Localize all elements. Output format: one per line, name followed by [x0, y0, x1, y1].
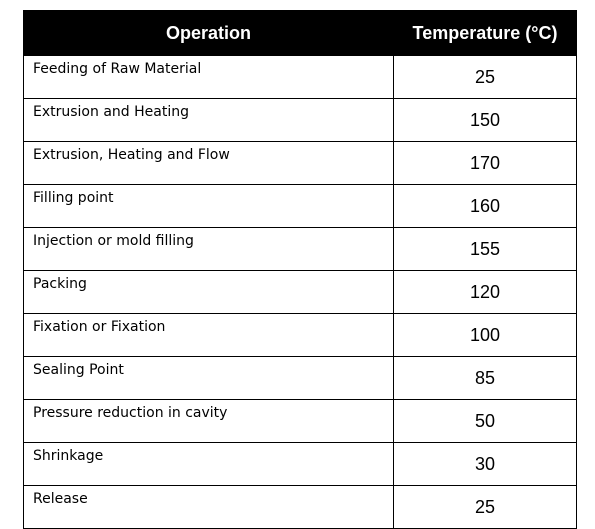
operation-cell: Fixation or Fixation — [23, 313, 394, 357]
table-row: Release 25 — [23, 485, 577, 529]
header-temperature: Temperature (°C) — [393, 10, 577, 56]
temperature-cell: 25 — [393, 55, 577, 99]
temperature-cell: 100 — [393, 313, 577, 357]
temperature-cell: 155 — [393, 227, 577, 271]
header-row: Operation Temperature (°C) — [23, 10, 577, 56]
temperature-cell: 120 — [393, 270, 577, 314]
temperature-cell: 170 — [393, 141, 577, 185]
operation-cell: Pressure reduction in cavity — [23, 399, 394, 443]
operation-cell: Release — [23, 485, 394, 529]
header-operation: Operation — [23, 10, 394, 56]
table-body: Feeding of Raw Material 25 Extrusion and… — [23, 55, 577, 529]
operation-cell: Packing — [23, 270, 394, 314]
table-row: Packing 120 — [23, 270, 577, 314]
temperature-cell: 25 — [393, 485, 577, 529]
operations-temperature-table-container: Operation Temperature (°C) Feeding of Ra… — [23, 10, 577, 529]
operation-cell: Feeding of Raw Material — [23, 55, 394, 99]
operation-cell: Filling point — [23, 184, 394, 228]
table-row: Feeding of Raw Material 25 — [23, 55, 577, 99]
table-row: Fixation or Fixation 100 — [23, 313, 577, 357]
table-header: Operation Temperature (°C) — [23, 10, 577, 56]
table-row: Filling point 160 — [23, 184, 577, 228]
operation-cell: Shrinkage — [23, 442, 394, 486]
table-row: Extrusion, Heating and Flow 170 — [23, 141, 577, 185]
operation-cell: Sealing Point — [23, 356, 394, 400]
table-row: Injection or mold filling 155 — [23, 227, 577, 271]
operations-temperature-table: Operation Temperature (°C) Feeding of Ra… — [23, 10, 577, 529]
table-row: Shrinkage 30 — [23, 442, 577, 486]
temperature-cell: 85 — [393, 356, 577, 400]
operation-cell: Extrusion, Heating and Flow — [23, 141, 394, 185]
operation-cell: Injection or mold filling — [23, 227, 394, 271]
temperature-cell: 160 — [393, 184, 577, 228]
temperature-cell: 50 — [393, 399, 577, 443]
table-row: Pressure reduction in cavity 50 — [23, 399, 577, 443]
table-row: Extrusion and Heating 150 — [23, 98, 577, 142]
temperature-cell: 150 — [393, 98, 577, 142]
operation-cell: Extrusion and Heating — [23, 98, 394, 142]
table-row: Sealing Point 85 — [23, 356, 577, 400]
temperature-cell: 30 — [393, 442, 577, 486]
